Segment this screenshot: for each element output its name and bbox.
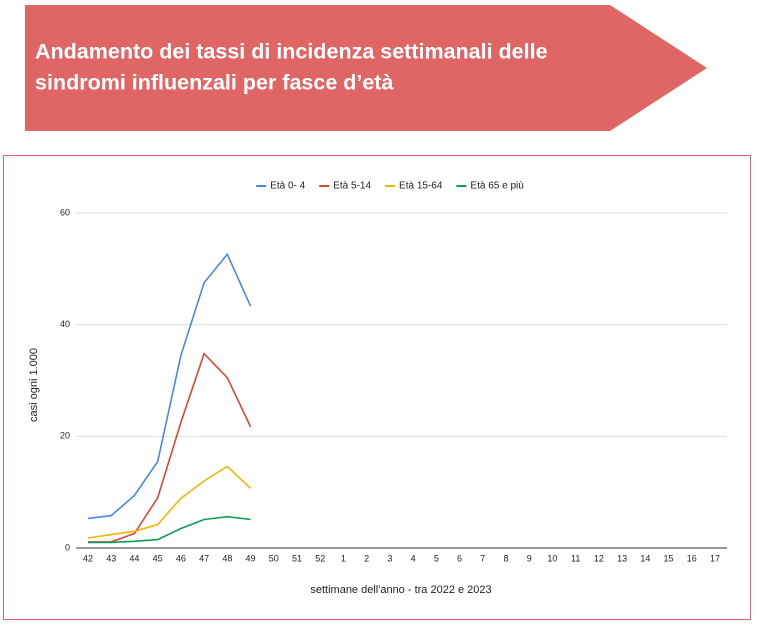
x-tick-label: 45 — [153, 553, 163, 563]
x-tick-label: 42 — [83, 553, 93, 563]
x-tick-label: 8 — [503, 553, 508, 563]
legend-label: Età 0- 4 — [270, 181, 305, 192]
x-tick-label: 17 — [710, 553, 720, 563]
x-tick-label: 50 — [269, 553, 279, 563]
series-line — [88, 352, 252, 543]
legend-label: Età 15-64 — [399, 181, 443, 192]
banner — [25, 5, 707, 131]
x-tick-label: 16 — [687, 553, 697, 563]
x-tick-label: 47 — [199, 553, 209, 563]
x-tick-label: 4 — [411, 553, 416, 563]
y-tick-label: 0 — [65, 542, 70, 552]
legend: Età 0- 4 Età 5-14 Età 15-64 Età 65 e più — [256, 181, 524, 192]
x-tick-label: 44 — [129, 553, 139, 563]
y-axis-label: casi ogni 1.000 — [28, 348, 40, 422]
x-tick-label: 9 — [527, 553, 532, 563]
x-tick-label: 11 — [571, 553, 580, 563]
title-line: Andamento dei tassi di incidenza settima… — [35, 40, 548, 64]
x-tick-label: 52 — [315, 553, 325, 563]
x-tick-label: 14 — [640, 553, 650, 563]
x-tick-label: 5 — [434, 553, 439, 563]
x-tick-label: 10 — [547, 553, 557, 563]
chart-frame — [3, 155, 751, 620]
x-tick-label: 15 — [664, 553, 674, 563]
x-tick-label: 1 — [341, 553, 346, 563]
x-tick-label: 43 — [106, 553, 116, 563]
x-tick-label: 6 — [457, 553, 462, 563]
y-tick-label: 20 — [60, 431, 70, 441]
x-tick-label: 48 — [222, 553, 232, 563]
series-line — [87, 252, 252, 520]
y-tick-label: 60 — [60, 207, 70, 217]
series-line — [87, 465, 252, 539]
x-tick-label: 13 — [617, 553, 627, 563]
x-tick-label: 51 — [292, 553, 302, 563]
x-tick-label: 49 — [246, 553, 256, 563]
y-tick-label: 40 — [60, 319, 70, 329]
x-axis-label: settimane dell'anno - tra 2022 e 2023 — [310, 584, 491, 596]
x-tick-label: 3 — [387, 553, 392, 563]
x-tick-label: 46 — [176, 553, 186, 563]
series-line — [88, 515, 251, 544]
x-tick-label: 12 — [594, 553, 604, 563]
x-tick-label: 7 — [480, 553, 485, 563]
title-line: sindromi influenzali per fasce d’età — [35, 71, 394, 95]
x-tick-label: 2 — [364, 553, 369, 563]
legend-label: Età 5-14 — [333, 181, 371, 192]
legend-label: Età 65 e più — [470, 181, 523, 192]
